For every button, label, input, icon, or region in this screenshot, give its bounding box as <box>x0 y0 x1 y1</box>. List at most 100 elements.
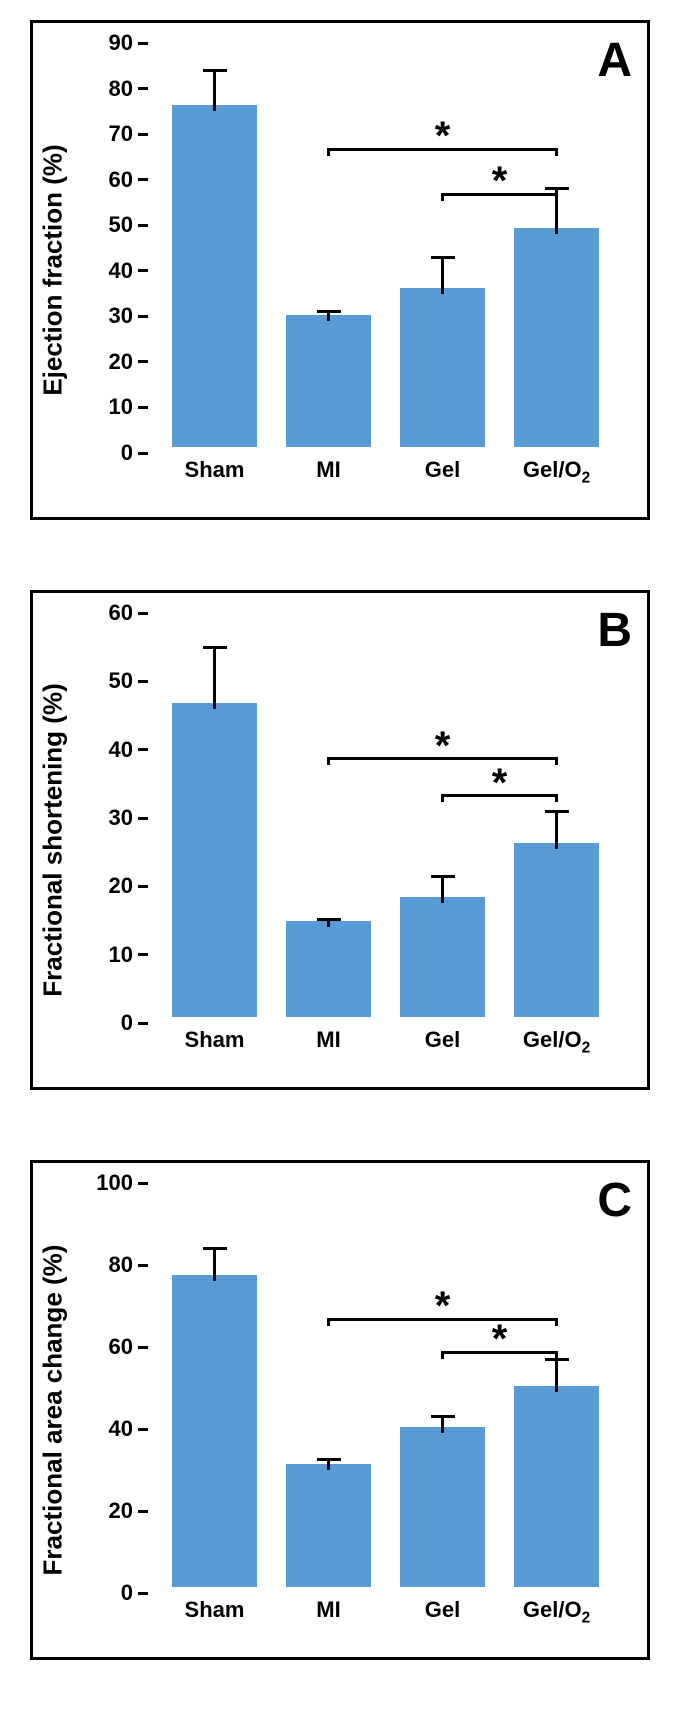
bar <box>286 921 372 1017</box>
y-tick-label: 20 <box>109 1498 133 1524</box>
significance-bracket-end <box>327 148 330 156</box>
y-tick-label: 100 <box>96 1170 133 1196</box>
x-tick-label: Sham <box>185 1027 245 1053</box>
x-tick-label: MI <box>316 457 340 483</box>
chart-panel-b: Fractional shortening (%)B0102030405060S… <box>30 590 650 1090</box>
y-tick-label: 90 <box>109 30 133 56</box>
y-tick-label: 80 <box>109 76 133 102</box>
y-tick <box>138 1346 148 1349</box>
bar <box>172 105 258 447</box>
bar <box>286 1464 372 1587</box>
significance-bracket-end <box>441 794 444 802</box>
x-tick-label: Gel/O2 <box>523 1027 590 1057</box>
y-tick <box>138 87 148 90</box>
y-axis-title: Ejection fraction (%) <box>38 144 69 395</box>
y-tick <box>138 1510 148 1513</box>
y-tick <box>138 269 148 272</box>
y-tick <box>138 315 148 318</box>
significance-star: * <box>492 1319 508 1359</box>
significance-star: * <box>435 116 451 156</box>
error-bar-line <box>213 647 216 709</box>
significance-bracket-end <box>555 1318 558 1326</box>
y-tick-label: 10 <box>109 394 133 420</box>
error-bar-cap <box>203 69 227 72</box>
y-tick-label: 20 <box>109 349 133 375</box>
bar <box>514 843 600 1017</box>
significance-bracket-end <box>555 794 558 802</box>
error-bar-line <box>441 876 444 903</box>
y-tick <box>138 133 148 136</box>
y-tick <box>138 360 148 363</box>
y-tick <box>138 42 148 45</box>
significance-bracket-end <box>327 757 330 765</box>
bar <box>400 288 486 447</box>
x-tick-label: Gel <box>425 1027 460 1053</box>
error-bar-cap <box>317 310 341 313</box>
significance-bracket-end <box>327 1318 330 1326</box>
bar <box>172 1275 258 1587</box>
y-tick-label: 60 <box>109 600 133 626</box>
significance-bracket-end <box>555 757 558 765</box>
bar <box>286 315 372 447</box>
error-bar-cap <box>431 1415 455 1418</box>
error-bar-cap <box>545 187 569 190</box>
y-tick-label: 60 <box>109 167 133 193</box>
x-tick-label: Sham <box>185 457 245 483</box>
significance-star: * <box>435 1286 451 1326</box>
y-tick <box>138 1182 148 1185</box>
significance-bracket-end <box>555 193 558 201</box>
y-axis-title: Fractional area change (%) <box>38 1245 69 1576</box>
error-bar-cap <box>317 1458 341 1461</box>
y-tick-label: 10 <box>109 942 133 968</box>
y-tick-label: 40 <box>109 258 133 284</box>
y-tick <box>138 224 148 227</box>
plot-area: 0102030405060708090ShamMIGelGel/O2** <box>148 43 617 447</box>
plot-area: 020406080100ShamMIGelGel/O2** <box>148 1183 617 1587</box>
y-tick <box>138 953 148 956</box>
error-bar-cap <box>545 810 569 813</box>
chart-panel-a: Ejection fraction (%)A010203040506070809… <box>30 20 650 520</box>
error-bar-line <box>213 70 216 111</box>
error-bar-cap <box>431 875 455 878</box>
error-bar-cap <box>203 1247 227 1250</box>
y-tick-label: 50 <box>109 668 133 694</box>
bar <box>400 1427 486 1587</box>
significance-bracket-end <box>441 193 444 201</box>
y-tick <box>138 452 148 455</box>
error-bar-line <box>213 1249 216 1282</box>
significance-bracket-end <box>555 1351 558 1359</box>
significance-bracket-end <box>441 1351 444 1359</box>
y-tick-label: 30 <box>109 303 133 329</box>
error-bar-line <box>555 1359 558 1392</box>
y-tick-label: 40 <box>109 737 133 763</box>
error-bar-line <box>555 811 558 849</box>
y-tick-label: 0 <box>121 1010 133 1036</box>
significance-bracket-end <box>555 148 558 156</box>
error-bar-line <box>441 1417 444 1433</box>
significance-star: * <box>492 161 508 201</box>
bar <box>400 897 486 1017</box>
x-tick-label: MI <box>316 1027 340 1053</box>
y-tick-label: 50 <box>109 212 133 238</box>
y-tick-label: 60 <box>109 1334 133 1360</box>
y-tick <box>138 748 148 751</box>
bar <box>172 703 258 1017</box>
x-tick-label: Gel <box>425 1597 460 1623</box>
y-tick <box>138 612 148 615</box>
y-tick-label: 80 <box>109 1252 133 1278</box>
y-tick <box>138 1022 148 1025</box>
x-tick-label: Gel/O2 <box>523 457 590 487</box>
y-tick <box>138 817 148 820</box>
x-tick-label: Gel <box>425 457 460 483</box>
y-tick <box>138 1264 148 1267</box>
error-bar-line <box>327 1460 330 1470</box>
significance-star: * <box>435 726 451 766</box>
error-bar-cap <box>317 918 341 921</box>
y-tick-label: 30 <box>109 805 133 831</box>
y-tick <box>138 178 148 181</box>
error-bar-cap <box>203 646 227 649</box>
y-axis-title: Fractional shortening (%) <box>38 683 69 996</box>
y-tick <box>138 1592 148 1595</box>
y-tick <box>138 1428 148 1431</box>
chart-panel-c: Fractional area change (%)C020406080100S… <box>30 1160 650 1660</box>
